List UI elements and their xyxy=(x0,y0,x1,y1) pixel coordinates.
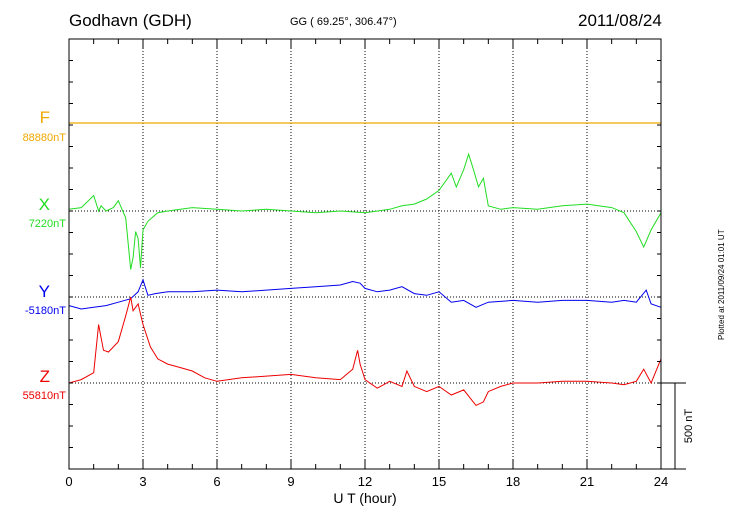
series-z xyxy=(68,296,662,407)
baseline-label-f: 88880nT xyxy=(22,132,66,144)
plot-date: 2011/08/24 xyxy=(578,11,662,30)
scale-bar-label: 500 nT xyxy=(683,409,695,444)
x-tick-label-9: 9 xyxy=(287,474,294,489)
component-label-f: F xyxy=(39,108,50,127)
component-label-y: Y xyxy=(38,282,50,301)
x-tick-label-18: 18 xyxy=(506,474,520,489)
x-tick-label-24: 24 xyxy=(654,474,668,489)
scale-bar: 500 nT xyxy=(661,382,695,470)
series-x xyxy=(68,152,662,270)
baseline-label-z: 55810nT xyxy=(22,390,66,402)
baseline-label-y: -5180nT xyxy=(25,305,66,317)
axis-ticks xyxy=(68,39,662,469)
x-axis-label: U T (hour) xyxy=(333,490,396,506)
x-tick-label-0: 0 xyxy=(65,474,72,489)
component-label-z: Z xyxy=(39,367,50,386)
component-label-x: X xyxy=(38,195,50,214)
station-coordinates: GG ( 69.25°, 306.47°) xyxy=(290,16,397,28)
x-tick-label-15: 15 xyxy=(432,474,446,489)
x-tick-label-12: 12 xyxy=(358,474,372,489)
plot-frame xyxy=(68,38,662,470)
x-tick-label-3: 3 xyxy=(139,474,146,489)
station-title: Godhavn (GDH) xyxy=(69,11,192,30)
x-tick-labels: 0 3 6 9 12 15 18 21 24 xyxy=(65,474,668,489)
x-tick-label-6: 6 xyxy=(213,474,220,489)
vertical-grid xyxy=(142,39,588,469)
baseline-label-x: 7220nT xyxy=(28,218,66,230)
x-tick-label-21: 21 xyxy=(580,474,594,489)
series-group xyxy=(68,122,662,407)
series-y xyxy=(68,278,662,310)
